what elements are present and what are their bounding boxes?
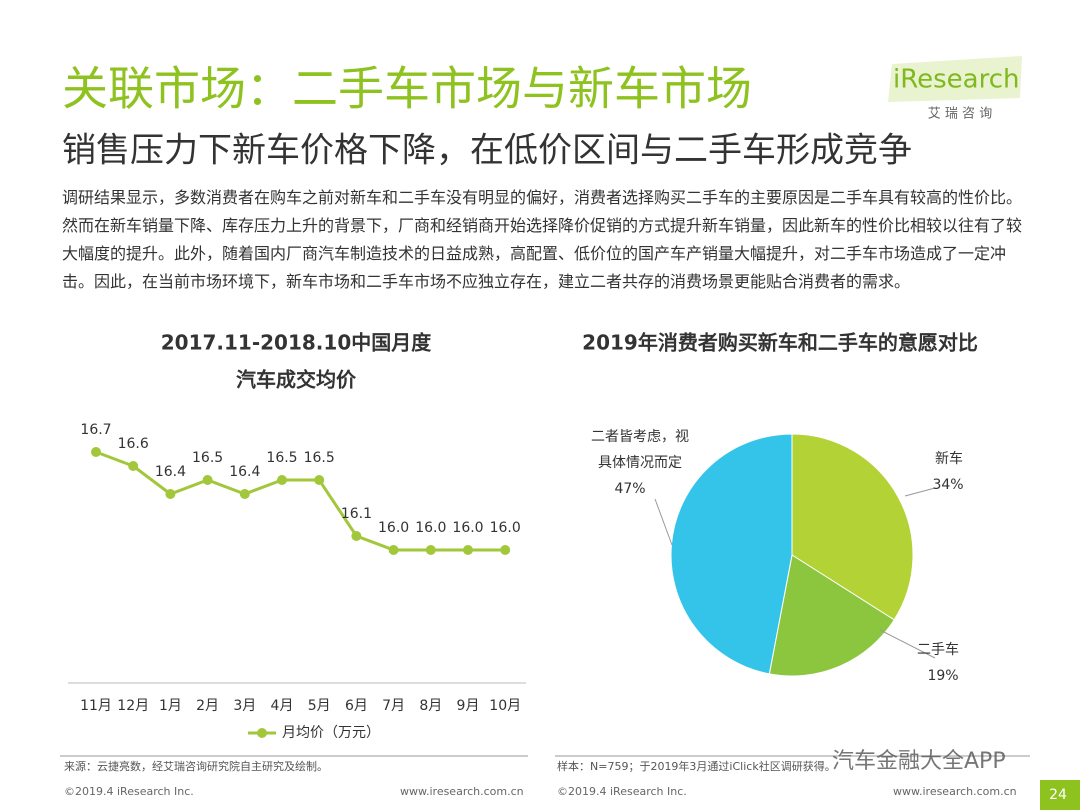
slide-subtitle: 销售压力下新车价格下降，在低价区间与二手车形成竞争	[62, 131, 912, 171]
logo-cn: 艾 瑞 咨 询	[928, 107, 992, 122]
slide-title: 关联市场：二手车市场与新车市场	[62, 62, 752, 116]
point	[277, 475, 287, 485]
data-label: 16.4	[155, 464, 186, 480]
copyright: ©2019.4 iResearch Inc.	[64, 785, 194, 798]
x-tick-label: 3月	[233, 698, 256, 714]
point	[500, 545, 511, 555]
data-label: 16.7	[80, 422, 111, 438]
x-tick-label: 10月	[489, 698, 521, 714]
data-label: 34%	[932, 477, 963, 493]
data-label: 16.5	[304, 450, 335, 466]
point	[165, 489, 176, 499]
legend-marker	[257, 728, 267, 738]
point	[239, 489, 250, 499]
x-tick-label: 7月	[382, 698, 405, 714]
watermark: 汽车金融大全APP	[832, 749, 1006, 774]
x-tick-label: 11月	[80, 698, 112, 714]
point	[91, 447, 101, 457]
sample: 样本：N=759；于2019年3月通过iClick社区调研获得。	[557, 759, 836, 773]
source: 来源：云捷亮数，经艾瑞咨询研究院自主研究及绘制。	[64, 759, 328, 773]
chart-title: 汽车成交均价	[236, 368, 357, 392]
data-label: 16.0	[415, 520, 446, 536]
x-tick-label: 5月	[308, 698, 331, 714]
point	[351, 531, 362, 541]
body-text: 调研结果显示，多数消费者在购车之前对新车和二手车没有明显的偏好，消费者选择购买二…	[62, 188, 1023, 291]
data-label: 19%	[927, 668, 958, 684]
point	[463, 545, 473, 555]
chart-title: 2019年消费者购买新车和二手车的意愿对比	[582, 331, 978, 355]
website: www.iresearch.com.cn	[893, 785, 1017, 798]
x-tick-label: 2月	[196, 698, 219, 714]
x-tick-label: 9月	[457, 698, 480, 714]
leader-line	[904, 487, 936, 497]
x-tick-label: 12月	[117, 698, 149, 714]
chart-title: 2017.11-2018.10中国月度	[161, 331, 432, 355]
slice-label: 新车	[935, 451, 963, 467]
data-label: 16.0	[490, 520, 521, 536]
pie-slice	[791, 433, 914, 621]
pie-slice	[768, 554, 895, 677]
line	[95, 450, 506, 552]
x-tick-label: 6月	[345, 698, 368, 714]
website: www.iresearch.com.cn	[400, 785, 524, 798]
logo-bg	[888, 56, 1022, 102]
data-label: 16.6	[118, 436, 149, 452]
data-label: 16.5	[266, 450, 297, 466]
data-label: 16.5	[192, 450, 223, 466]
data-label: 16.0	[378, 520, 409, 536]
data-label: 16.4	[229, 464, 260, 480]
point	[202, 475, 213, 485]
slice-label: 二者皆考虑，视具体情况而定	[591, 429, 689, 471]
x-tick-label: 1月	[159, 698, 182, 714]
page-badge	[1040, 780, 1080, 810]
data-label: 47%	[614, 481, 645, 497]
copyright: ©2019.4 iResearch Inc.	[557, 785, 687, 798]
x-tick-label: 8月	[419, 698, 442, 714]
x-tick-label: 4月	[271, 698, 294, 714]
point	[425, 545, 436, 555]
data-label: 16.1	[341, 506, 372, 522]
slice-label: 二手车	[917, 642, 959, 658]
data-label: 16.0	[452, 520, 483, 536]
point	[128, 461, 139, 471]
point	[388, 545, 399, 555]
logo: iResearch	[893, 65, 1019, 95]
leader-line	[654, 498, 673, 546]
legend-label: 月均价（万元）	[282, 725, 380, 741]
point	[314, 475, 325, 485]
page-number: 24	[1049, 787, 1067, 803]
leader-line	[879, 629, 936, 659]
